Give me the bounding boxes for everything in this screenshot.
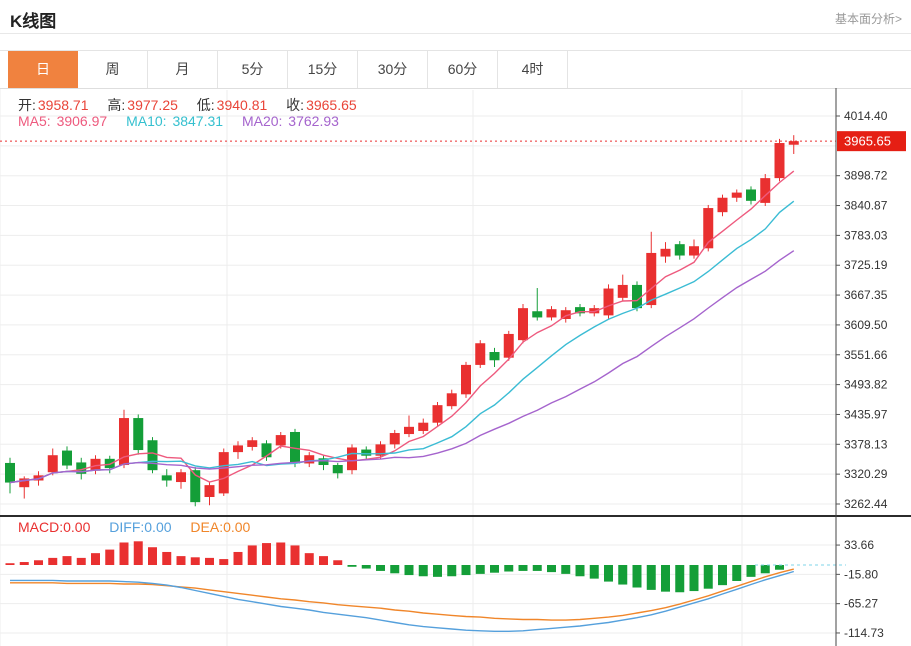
tab-5min[interactable]: 5分: [218, 51, 288, 88]
axis-tick-label: 4014.40: [844, 109, 888, 123]
macd-info-bar: MACD:0.00 DIFF:0.00 DEA:0.00: [18, 519, 265, 535]
ma10-value: MA10: 3847.31: [126, 113, 224, 129]
diff-value: DIFF:0.00: [109, 519, 172, 535]
ma-info-bar: MA5: 3906.97 MA10: 3847.31 MA20: 3762.93: [18, 113, 354, 129]
current-price-badge: [837, 131, 906, 152]
axis-tick-label: 3609.50: [844, 318, 888, 332]
axis-tick-label: 3320.29: [844, 467, 888, 481]
tab-30min[interactable]: 30分: [358, 51, 428, 88]
period-tabbar: 日 周 月 5分 15分 30分 60分 4时: [0, 50, 911, 89]
macd-value: MACD:0.00: [18, 519, 91, 535]
ma5-value: MA5: 3906.97: [18, 113, 108, 129]
panel-separator: [0, 515, 911, 517]
ma20-value: MA20: 3762.93: [241, 113, 339, 129]
tab-60min[interactable]: 60分: [428, 51, 498, 88]
tab-day[interactable]: 日: [8, 51, 78, 88]
price-axis: 4014.40 3898.72 3840.87 3783.03 3725.19 3667.…: [835, 88, 888, 646]
axis-tick-label: -65.27: [844, 597, 878, 611]
dea-value: DEA:0.00: [190, 519, 251, 535]
svg-text:3965.65: 3965.65: [844, 134, 891, 149]
axis-tick-label: 3551.66: [844, 348, 888, 362]
close-value: 收: 3965.65: [286, 97, 357, 113]
ma5-line: [9, 170, 795, 484]
kline-chart-canvas[interactable]: 4014.40 3898.72 3840.87 3783.03 3725.19 3667.…: [0, 88, 911, 646]
ma20-line: [9, 250, 795, 484]
axis-tick-label: 3262.44: [844, 497, 888, 511]
axis-tick-label: 3725.19: [844, 258, 888, 272]
tab-month[interactable]: 月: [148, 51, 218, 88]
low-value: 低: 3940.81: [196, 97, 268, 113]
axis-tick-label: 3493.82: [844, 378, 888, 392]
tab-15min[interactable]: 15分: [288, 51, 358, 88]
fundamental-analysis-link[interactable]: 基本面分析>: [834, 12, 902, 26]
tab-4hour[interactable]: 4时: [498, 51, 568, 88]
macd-histogram: [5, 541, 784, 593]
header-divider: [0, 33, 911, 34]
current-price-label: 3965.65: [837, 131, 906, 152]
open-value: 开: 3958.71: [18, 97, 89, 113]
candlestick-series: [5, 135, 799, 507]
axis-tick-label: 3667.35: [844, 288, 888, 302]
axis-tick-label: 3435.97: [844, 407, 888, 421]
tab-week[interactable]: 周: [78, 51, 148, 88]
dea-line: [10, 568, 794, 621]
ma-lines: [9, 170, 795, 484]
axis-tick-label: -114.73: [844, 626, 884, 640]
macd-lines: [10, 568, 794, 632]
high-value: 高: 3977.25: [107, 97, 178, 113]
axis-tick-label: -15.80: [844, 567, 878, 581]
axis-tick-label: 3378.13: [844, 437, 888, 451]
page-title: K线图: [10, 12, 57, 31]
axis-tick-label: 3898.72: [844, 169, 888, 183]
axis-tick-label: 3783.03: [844, 228, 888, 242]
axis-tick-label: 3840.87: [844, 199, 888, 213]
ohlc-info-bar: 开: 3958.71 高: 3977.25 低: 3940.81 收: 3965.65: [18, 95, 372, 115]
axis-tick-label: 33.66: [844, 538, 874, 552]
diff-line: [10, 570, 794, 632]
